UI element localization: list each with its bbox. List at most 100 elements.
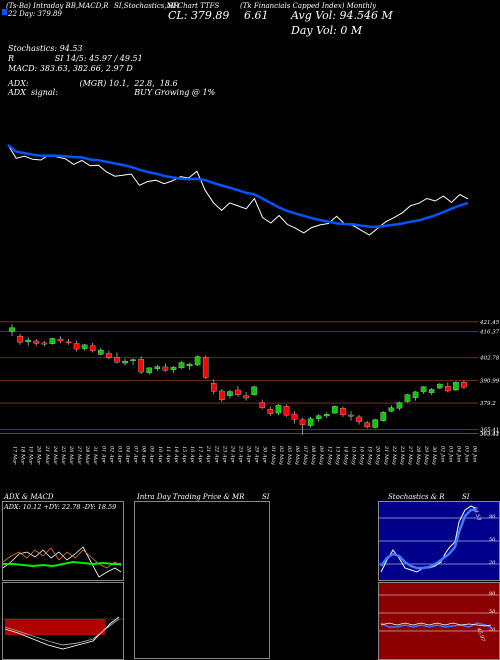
date-label: 12 May [326,446,332,465]
date-label: 20 May [375,445,381,465]
change-value: 6.61 [244,9,269,22]
candle-body [49,338,56,344]
stoch-si-label: SI [462,493,470,501]
stoch-k-line [380,505,476,573]
candle-body [138,359,144,373]
candlestick-series [9,324,467,435]
price-label: 416.37 [479,330,500,336]
date-label: 09 Apr [149,446,155,464]
adx-panel-title: ADX & MACD [4,493,54,501]
date-label: 01 May [270,446,276,465]
candle-body [251,386,257,395]
candle-body [420,386,427,393]
price-label: 379.2 [480,401,496,407]
candle-body [388,407,395,412]
intraday-panel-title: Intra Day Trading Price & MR [137,493,245,501]
price-label: 363.41 [480,431,499,437]
main-price-chart: 421.45 416.37 402.78 390.99 379.2 365.41363.4… [0,144,500,465]
date-label: 05 Jun [463,446,469,462]
candle-body [154,366,161,369]
date-label: 20 Mar [36,445,42,465]
date-label: 29 Apr [254,445,260,464]
price-label: 365.41 [480,428,499,434]
candle-body [348,414,354,417]
candle-body [259,402,266,408]
macd-histogram-area [5,619,105,635]
date-label: 21 Mar [44,445,50,465]
candle-body [73,343,80,350]
candle-body [453,382,459,391]
candle-body [81,344,88,349]
date-label: 14 May [342,446,348,465]
date-label: 01 Apr [100,446,106,464]
stoch-panel-title: Stochastics & R [388,493,445,501]
candle-body [267,409,274,414]
date-label: 06 Jun [472,446,478,462]
date-label: 17 Mar [12,446,18,465]
date-label: 04 Apr [125,446,131,464]
candle-body [170,367,177,370]
stoch-tick-50: 50 [489,537,496,543]
candle-body [41,342,48,345]
adx-readout: ADX: (MGR) 10.1, 22.8, 18.6 [8,79,178,88]
date-label: 03 Apr [116,446,122,464]
rsi-tick-80: 80 [489,591,496,597]
price-axis-labels: 421.45 416.37 402.78 390.99 379.2 365.41363.4… [479,320,500,438]
date-label: 27 May [407,445,413,465]
header-marker [2,9,7,15]
candle-body [57,338,64,342]
candle-body [291,413,298,420]
rsi-line-white [380,622,492,627]
day-volume: Day Vol: 0 M [291,24,363,37]
candle-body [428,389,435,394]
candle-body [275,405,282,414]
rsi-tick-50: 50 [489,609,496,615]
date-label: 16 Apr [189,446,195,464]
date-label: 15 May [350,446,356,465]
date-label: 07 May [302,446,308,465]
date-label: 30 Apr [262,446,268,464]
close-price-line [7,144,469,236]
date-label: 14 Apr [173,446,179,464]
date-label: 19 Mar [28,446,34,465]
candle-body [202,357,209,378]
candle-body [315,415,322,419]
adx-values: ADX: 10.12 +DY: 22.78 -DY: 18.59 [4,503,117,511]
candle-body [461,382,467,388]
candle-body [162,366,169,371]
header-line1-left: (Ts-Ba) Intraday BB,MACD,R [6,2,109,10]
date-label: 31 Mar [92,446,98,465]
candle-body [114,357,120,363]
candle-body [356,416,362,422]
candle-body [235,389,241,395]
candle-body [122,361,128,364]
close-label: CL: 379.89 [168,9,230,22]
macd-signal-line [4,618,120,646]
date-label: 19 May [367,446,373,465]
date-label: 21 Apr [205,445,211,464]
date-label: 28 Apr [246,445,252,464]
candle-body [65,341,72,344]
date-label: 21 May [383,445,389,465]
date-label: 08 May [310,446,316,465]
price-grid [0,321,478,434]
candle-body [283,406,290,416]
candle-body [340,408,346,415]
intraday-si-label: SI [262,493,270,501]
date-axis-labels: 17 Mar 18 Mar 19 Mar 20 Mar 21 Mar 24 Mar 25 M… [12,445,478,465]
header-line2-left: 22 Day: 379.89 [8,10,62,18]
candle-body [299,419,306,425]
rsi-chart [379,594,499,632]
date-label: 25 Mar [60,445,66,465]
date-label: 06 May [294,446,300,465]
intraday-panel [134,501,270,659]
date-label: 24 Mar [52,445,58,465]
date-label: 28 Mar [84,445,90,465]
date-label: 13 May [334,446,340,465]
adx-lines-chart [3,546,122,578]
date-label: 02 Apr [108,446,114,464]
date-label: 16 May [359,446,365,465]
candle-body [97,349,104,355]
date-label: 27 Mar [76,445,82,465]
price-label: 402.78 [479,356,500,362]
